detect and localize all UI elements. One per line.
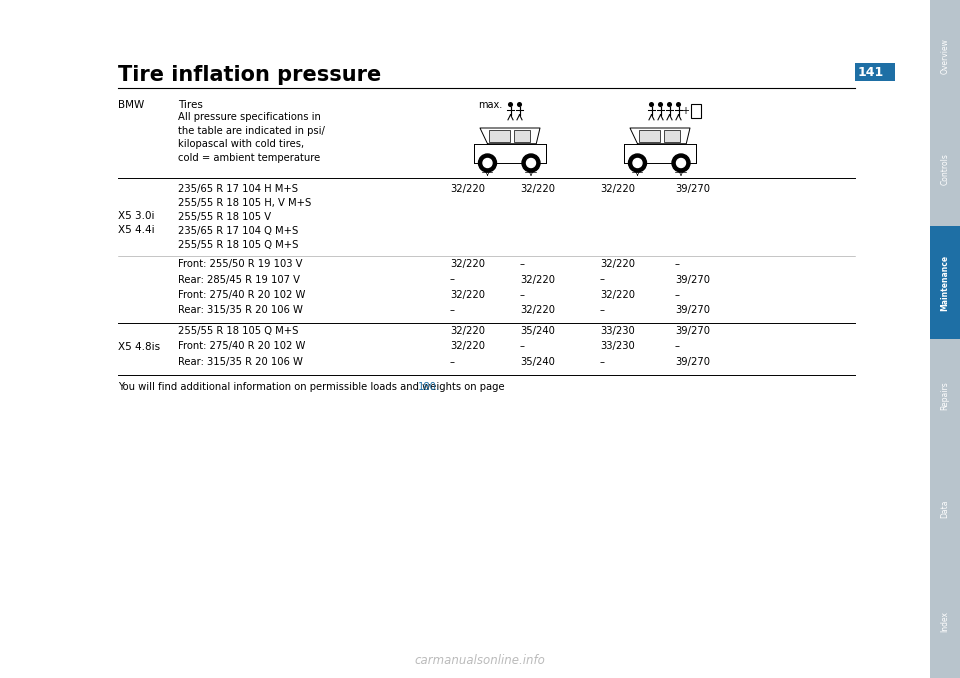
Circle shape — [526, 159, 536, 167]
Text: 180.: 180. — [419, 382, 441, 393]
Text: BMW: BMW — [118, 100, 144, 110]
Circle shape — [672, 154, 690, 172]
Text: 32/220: 32/220 — [520, 275, 555, 285]
Text: 32/220: 32/220 — [600, 290, 635, 300]
Text: 39/270: 39/270 — [675, 275, 710, 285]
Text: 33/230: 33/230 — [600, 326, 635, 336]
Text: –: – — [675, 290, 680, 300]
Text: –: – — [520, 259, 525, 269]
Text: –: – — [520, 290, 525, 300]
Text: Controls: Controls — [941, 153, 949, 186]
Text: –: – — [450, 306, 455, 315]
Text: Tires: Tires — [178, 100, 203, 110]
Text: Front: 275/40 R 20 102 W: Front: 275/40 R 20 102 W — [178, 342, 305, 351]
Bar — [855, 63, 895, 81]
Text: 33/230: 33/230 — [600, 342, 635, 351]
Polygon shape — [630, 128, 690, 144]
Polygon shape — [480, 128, 540, 144]
Circle shape — [667, 102, 672, 107]
Text: 32/220: 32/220 — [450, 290, 485, 300]
Text: Front: 275/40 R 20 102 W: Front: 275/40 R 20 102 W — [178, 290, 305, 300]
Circle shape — [478, 154, 496, 172]
Text: Rear: 315/35 R 20 106 W: Rear: 315/35 R 20 106 W — [178, 306, 302, 315]
Text: 32/220: 32/220 — [450, 342, 485, 351]
Text: 39/270: 39/270 — [675, 306, 710, 315]
Text: 35/240: 35/240 — [520, 357, 555, 367]
Text: 255/55 R 18 105 Q M+S: 255/55 R 18 105 Q M+S — [178, 326, 299, 336]
Bar — [474, 144, 546, 163]
Text: –: – — [450, 275, 455, 285]
Text: 141: 141 — [858, 66, 884, 79]
Text: 32/220: 32/220 — [520, 184, 555, 194]
Bar — [514, 130, 530, 142]
Text: –: – — [520, 342, 525, 351]
Bar — [930, 0, 960, 113]
Text: –: – — [675, 342, 680, 351]
Text: –: – — [450, 357, 455, 367]
Bar — [624, 144, 696, 163]
Text: 39/270: 39/270 — [675, 326, 710, 336]
Text: 35/240: 35/240 — [520, 326, 555, 336]
Text: 32/220: 32/220 — [450, 184, 485, 194]
Text: –: – — [600, 306, 605, 315]
Text: Front: 255/50 R 19 103 V: Front: 255/50 R 19 103 V — [178, 259, 302, 269]
Circle shape — [649, 102, 654, 107]
Text: max.: max. — [478, 100, 502, 110]
Text: 235/65 R 17 104 H M+S
255/55 R 18 105 H, V M+S
255/55 R 18 105 V
235/65 R 17 104: 235/65 R 17 104 H M+S 255/55 R 18 105 H,… — [178, 184, 311, 250]
Text: –: – — [675, 259, 680, 269]
Text: 32/220: 32/220 — [450, 259, 485, 269]
Text: Index: Index — [941, 611, 949, 632]
Text: Overview: Overview — [941, 39, 949, 75]
Text: –: – — [600, 357, 605, 367]
Circle shape — [508, 102, 513, 107]
Circle shape — [676, 102, 681, 107]
Text: Tire inflation pressure: Tire inflation pressure — [118, 65, 381, 85]
Text: 32/220: 32/220 — [520, 306, 555, 315]
Text: 39/270: 39/270 — [675, 357, 710, 367]
Circle shape — [483, 159, 492, 167]
Circle shape — [658, 102, 663, 107]
Text: 39/270: 39/270 — [675, 184, 710, 194]
Text: 32/220: 32/220 — [600, 184, 635, 194]
Text: carmanualsonline.info: carmanualsonline.info — [415, 654, 545, 666]
Circle shape — [633, 159, 642, 167]
Circle shape — [677, 159, 685, 167]
Bar — [930, 339, 960, 452]
Text: +: + — [682, 106, 689, 116]
Bar — [489, 130, 510, 142]
Circle shape — [516, 102, 522, 107]
Circle shape — [629, 154, 646, 172]
Circle shape — [522, 154, 540, 172]
Text: You will find additional information on permissible loads and weights on page: You will find additional information on … — [118, 382, 508, 393]
Bar — [930, 452, 960, 565]
Text: X5 4.8is: X5 4.8is — [118, 342, 160, 351]
Text: 32/220: 32/220 — [450, 326, 485, 336]
Text: Data: Data — [941, 499, 949, 518]
Bar — [930, 565, 960, 678]
Bar — [639, 130, 660, 142]
Text: All pressure specifications in
the table are indicated in psi/
kilopascal with c: All pressure specifications in the table… — [178, 112, 324, 163]
Text: 32/220: 32/220 — [600, 259, 635, 269]
Bar — [663, 130, 681, 142]
Text: Rear: 315/35 R 20 106 W: Rear: 315/35 R 20 106 W — [178, 357, 302, 367]
Text: Rear: 285/45 R 19 107 V: Rear: 285/45 R 19 107 V — [178, 275, 300, 285]
Text: –: – — [600, 275, 605, 285]
Bar — [930, 113, 960, 226]
Bar — [930, 226, 960, 339]
Text: Maintenance: Maintenance — [941, 254, 949, 311]
Text: X5 3.0i
X5 4.4i: X5 3.0i X5 4.4i — [118, 211, 155, 235]
Text: Repairs: Repairs — [941, 381, 949, 410]
Bar — [690, 104, 701, 118]
